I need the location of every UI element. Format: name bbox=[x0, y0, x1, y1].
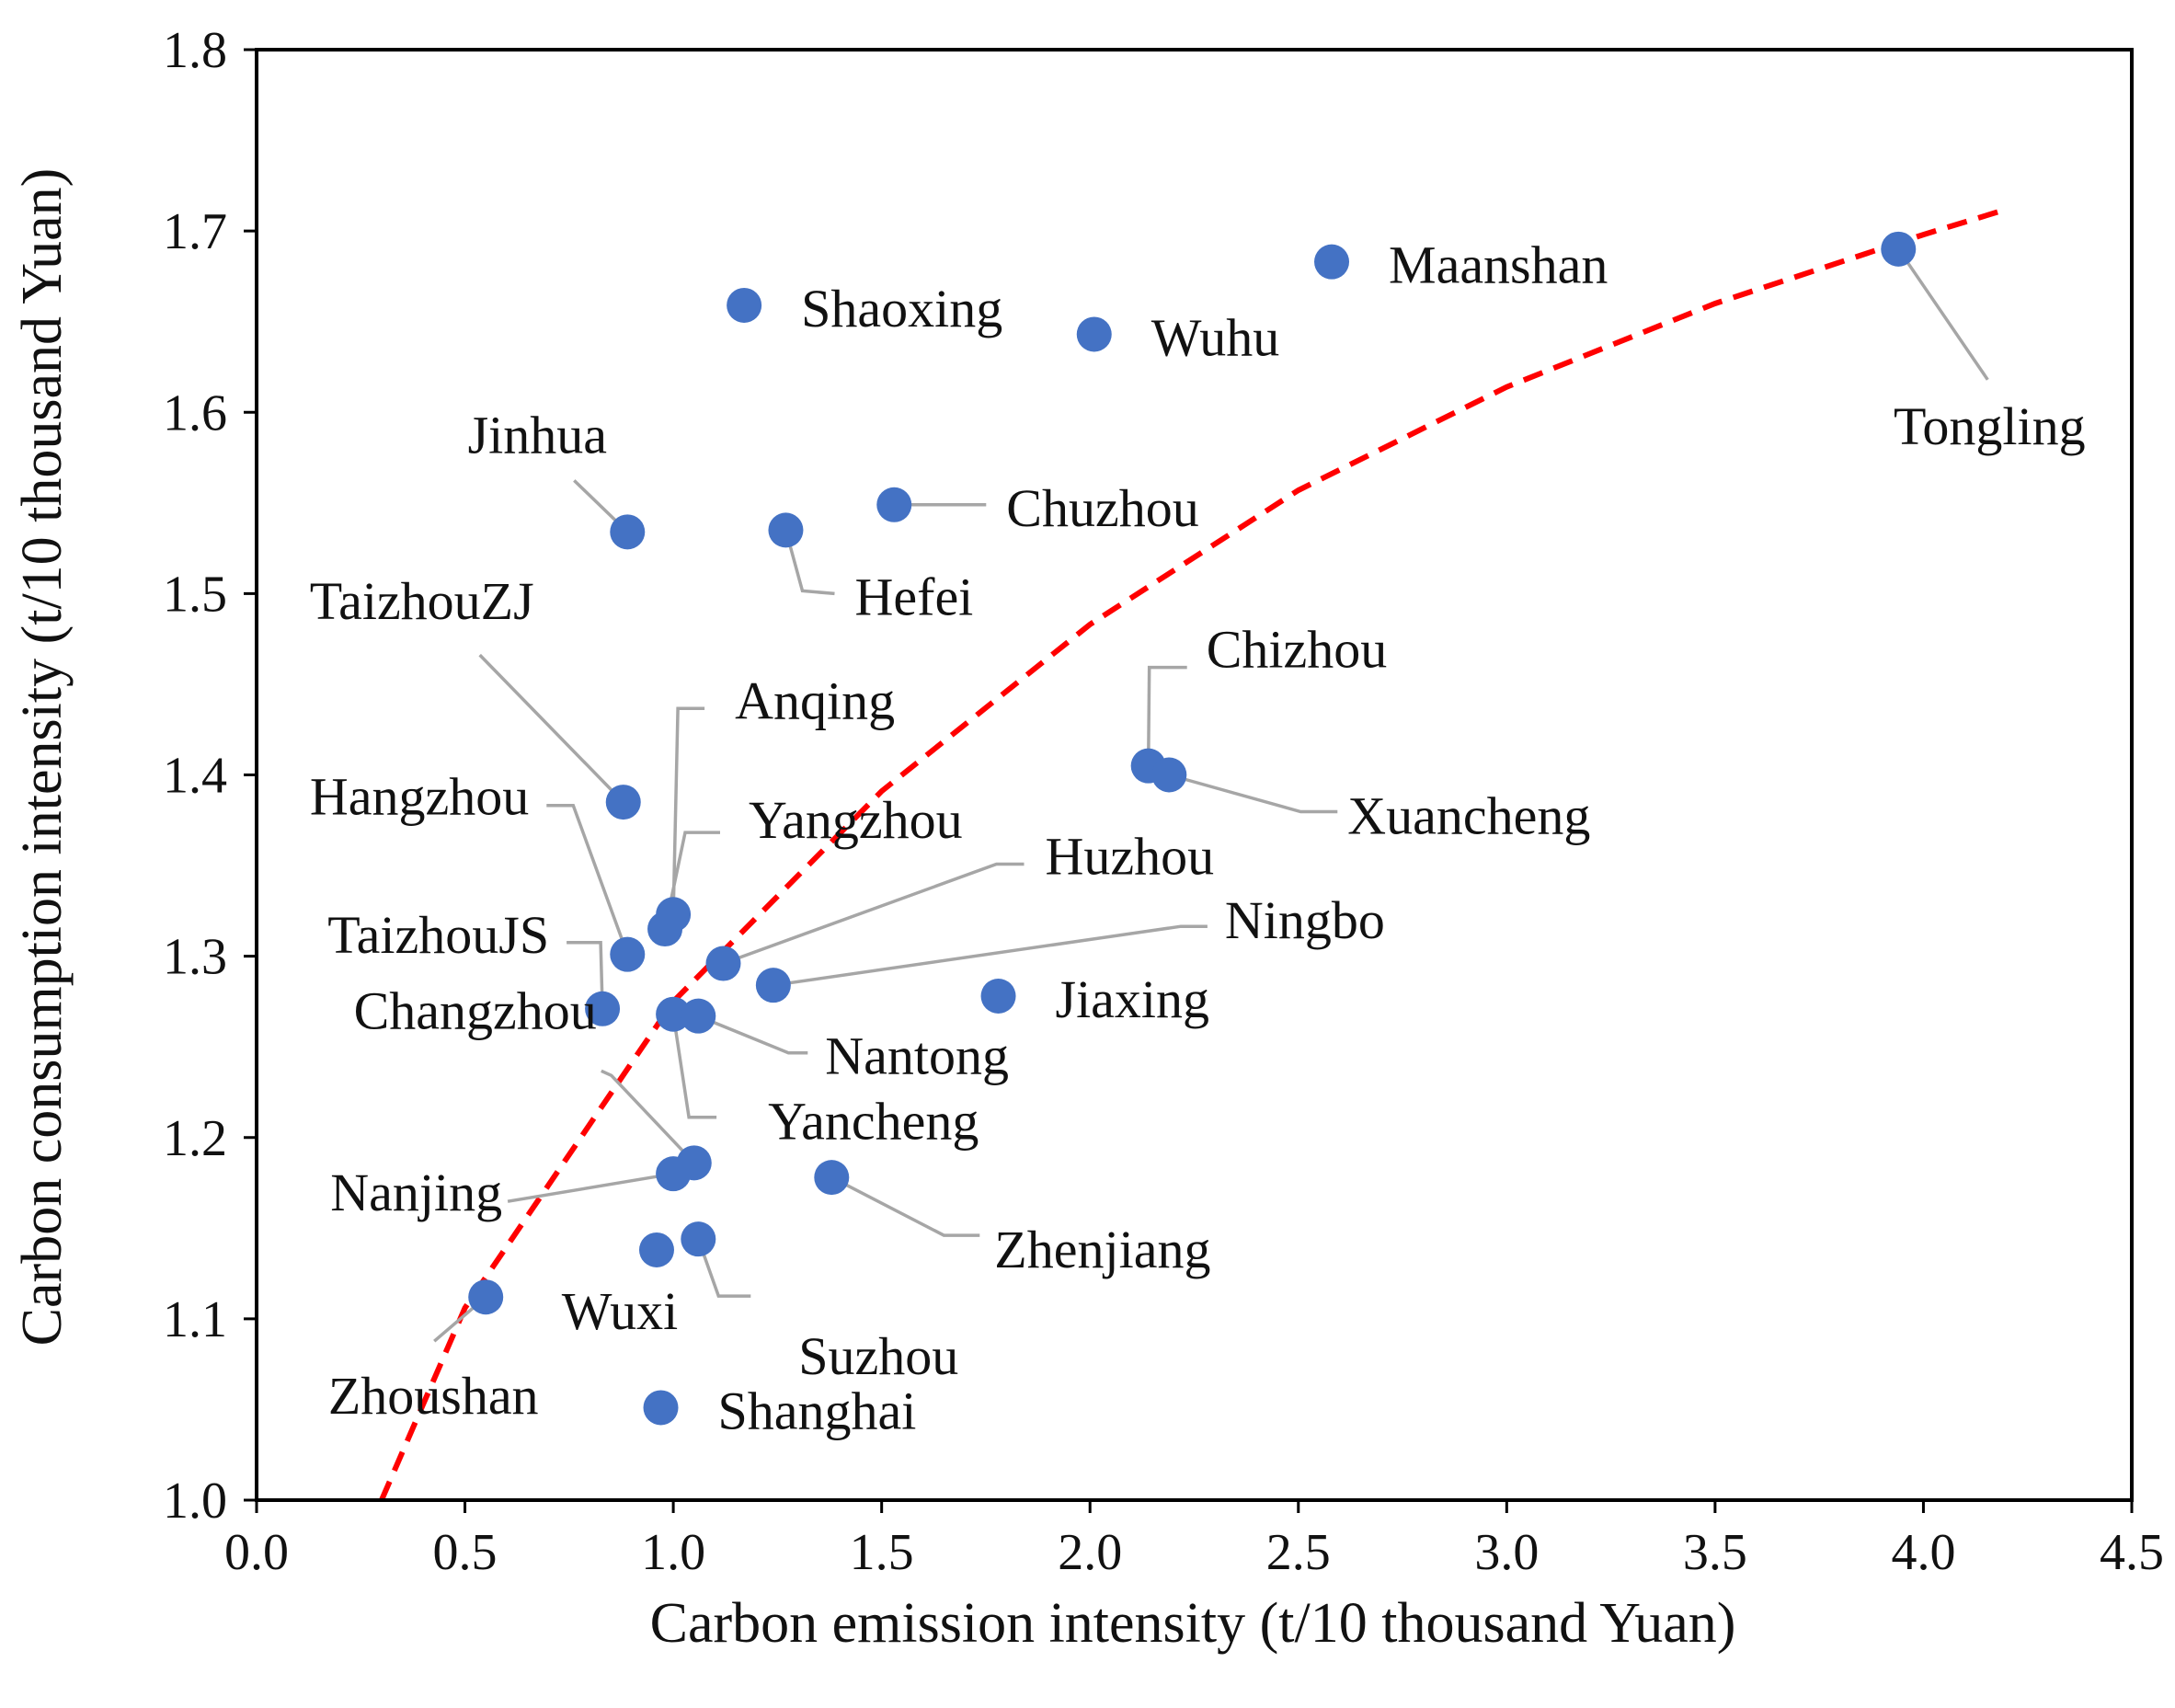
leader-line-nantong bbox=[697, 1014, 808, 1055]
data-point-taizhouzj bbox=[605, 785, 641, 820]
leader-line-huzhou bbox=[722, 862, 1025, 966]
point-label-ningbo: Ningbo bbox=[1225, 890, 1385, 950]
point-label-shanghai: Shanghai bbox=[718, 1381, 917, 1441]
point-label-shaoxing: Shaoxing bbox=[801, 279, 1002, 338]
x-axis-title: Carbon emission intensity (t/10 thousand… bbox=[650, 1592, 1736, 1655]
data-point-nantong bbox=[681, 998, 716, 1034]
axes-layer: 0.0 0.5 1.0 1.5 2.0 2.5 3.0 3.5 4.0 4.5 1.0 1.1 1.2 1… bbox=[163, 22, 2164, 1581]
x-tick-label: 0.5 bbox=[433, 1524, 498, 1581]
y-tick-label: 1.2 bbox=[163, 1110, 227, 1167]
x-tick-label: 3.5 bbox=[1683, 1524, 1747, 1581]
leader-line-xuancheng bbox=[1168, 773, 1338, 814]
point-label-hangzhou: Hangzhou bbox=[310, 767, 529, 827]
point-label-yancheng: Yancheng bbox=[768, 1092, 979, 1152]
leader-line-ningbo bbox=[773, 924, 1208, 987]
data-point-wuxi bbox=[638, 1232, 674, 1267]
point-label-tongling: Tongling bbox=[1894, 396, 2086, 456]
data-point-shanghai bbox=[643, 1390, 679, 1426]
data-points-layer bbox=[468, 231, 1917, 1426]
point-label-xuancheng: Xuancheng bbox=[1347, 786, 1590, 846]
data-point-wuhu bbox=[1076, 316, 1112, 352]
leader-line-taizhoujs bbox=[567, 941, 604, 1009]
point-label-zhenjiang: Zhenjiang bbox=[994, 1220, 1210, 1279]
point-label-huzhou: Huzhou bbox=[1046, 827, 1215, 887]
data-point-zhoushan bbox=[468, 1279, 504, 1315]
x-tick-label: 0.0 bbox=[224, 1524, 289, 1581]
point-label-chizhou: Chizhou bbox=[1207, 620, 1388, 680]
leader-line-hefei bbox=[784, 529, 835, 596]
x-tick-label: 1.0 bbox=[641, 1524, 705, 1581]
data-point-hangzhou bbox=[610, 936, 646, 972]
y-tick-label: 1.5 bbox=[163, 566, 227, 623]
y-tick-label: 1.8 bbox=[163, 22, 227, 79]
point-label-changzhou: Changzhou bbox=[354, 980, 597, 1040]
data-point-jiaxing bbox=[980, 978, 1016, 1014]
leader-line-taizhouzj bbox=[478, 653, 624, 804]
leader-line-tongling bbox=[1896, 247, 1989, 381]
x-tick-label: 1.5 bbox=[850, 1524, 914, 1581]
point-label-jiaxing: Jiaxing bbox=[1056, 969, 1210, 1029]
data-point-xuancheng bbox=[1151, 757, 1187, 793]
point-label-wuhu: Wuhu bbox=[1151, 308, 1279, 368]
point-label-chuzhou: Chuzhou bbox=[1006, 478, 1198, 538]
point-label-nanjing: Nanjing bbox=[330, 1163, 502, 1222]
leader-line-anqing bbox=[671, 706, 705, 915]
point-label-taizhouzj: TaizhouZJ bbox=[310, 571, 534, 631]
x-tick-label: 3.0 bbox=[1474, 1524, 1539, 1581]
data-point-suzhou bbox=[681, 1221, 716, 1257]
y-tick-label: 1.6 bbox=[163, 384, 227, 441]
point-label-taizhoujs: TaizhouJS bbox=[327, 905, 549, 965]
data-point-huzhou bbox=[705, 946, 741, 981]
trendline-layer bbox=[379, 206, 2008, 1502]
leader-lines-layer bbox=[433, 247, 1989, 1343]
y-axis-title: Carbon consumption intensity (t/10 thous… bbox=[11, 168, 74, 1347]
data-point-shaoxing bbox=[727, 287, 762, 323]
data-point-maanshan bbox=[1314, 244, 1350, 280]
data-point-nanjing bbox=[656, 1156, 692, 1192]
data-point-ningbo bbox=[755, 968, 791, 1003]
x-tick-label: 4.0 bbox=[1891, 1524, 1955, 1581]
point-label-zhoushan: Zhoushan bbox=[328, 1366, 539, 1426]
leader-line-suzhou bbox=[696, 1238, 751, 1298]
leader-line-hangzhou bbox=[546, 803, 629, 956]
data-point-zhenjiang bbox=[814, 1160, 850, 1196]
leader-line-chizhou bbox=[1146, 665, 1187, 766]
y-tick-label: 1.7 bbox=[163, 203, 227, 260]
data-point-hefei bbox=[768, 512, 804, 548]
point-label-jinhua: Jinhua bbox=[468, 405, 607, 464]
leader-line-changzhou bbox=[601, 1069, 696, 1164]
plot-area-frame bbox=[255, 48, 2134, 1502]
point-label-maanshan: Maanshan bbox=[1389, 235, 1608, 295]
point-labels-layer: Tongling Maanshan Wuhu Shaoxing Chuzhou Hefei… bbox=[310, 235, 2086, 1441]
data-point-yancheng bbox=[656, 996, 692, 1032]
y-tick-label: 1.0 bbox=[163, 1473, 227, 1530]
y-tick-label: 1.1 bbox=[163, 1291, 227, 1348]
data-point-jinhua bbox=[610, 514, 646, 550]
point-label-wuxi: Wuxi bbox=[562, 1281, 679, 1341]
data-point-tongling bbox=[1881, 231, 1917, 267]
x-tick-label: 2.5 bbox=[1266, 1524, 1331, 1581]
point-label-anqing: Anqing bbox=[735, 671, 895, 730]
point-label-nantong: Nantong bbox=[825, 1026, 1009, 1086]
point-label-yangzhou: Yangzhou bbox=[749, 790, 963, 850]
data-point-chuzhou bbox=[876, 487, 912, 522]
trendline bbox=[379, 206, 2008, 1502]
data-point-taizhoujs bbox=[585, 991, 621, 1026]
leader-line-zhenjiang bbox=[830, 1175, 980, 1237]
leader-line-nanjing bbox=[507, 1172, 674, 1203]
y-tick-label: 1.3 bbox=[163, 929, 227, 986]
x-tick-label: 2.0 bbox=[1058, 1524, 1122, 1581]
leader-line-yancheng bbox=[671, 1014, 717, 1119]
point-label-hefei: Hefei bbox=[855, 567, 974, 626]
leader-line-yangzhou bbox=[663, 831, 720, 930]
x-tick-label: 4.5 bbox=[2100, 1524, 2164, 1581]
y-tick-label: 1.4 bbox=[163, 748, 227, 805]
point-label-suzhou: Suzhou bbox=[798, 1326, 958, 1386]
data-point-yangzhou bbox=[647, 911, 683, 947]
